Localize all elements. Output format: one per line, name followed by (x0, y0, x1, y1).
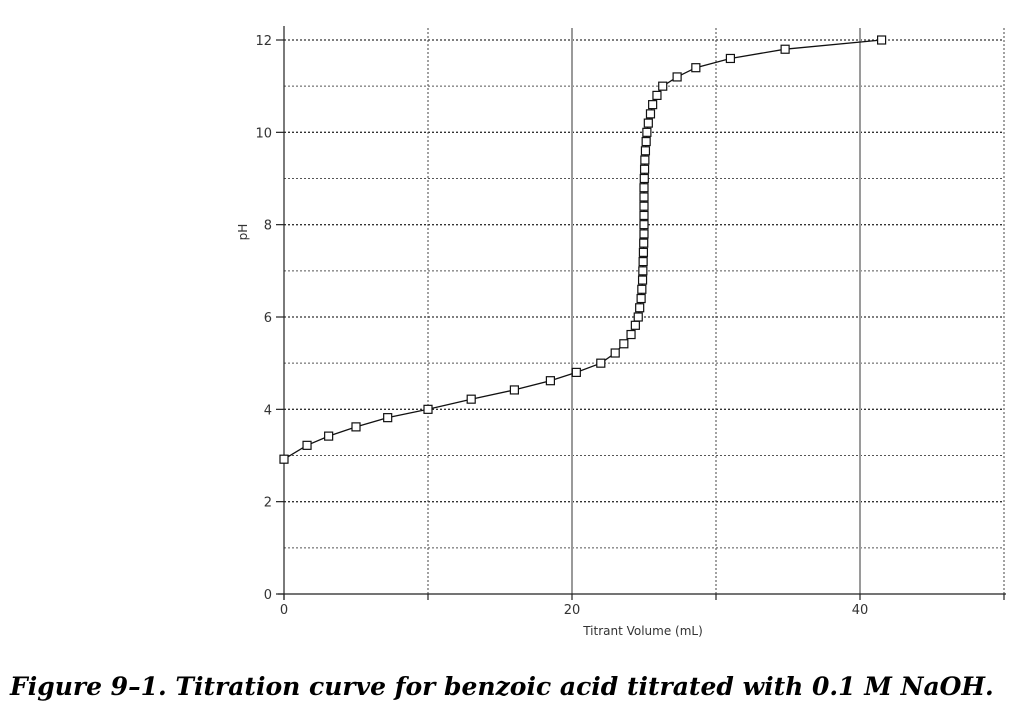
x-tick-label: 0 (280, 603, 288, 618)
data-point (635, 303, 645, 313)
data-point (642, 127, 652, 137)
data-point (640, 146, 651, 156)
data-point (619, 339, 629, 349)
data-point (626, 329, 636, 340)
data-point (637, 275, 648, 285)
data-point (633, 312, 643, 322)
titration-chart: 0 2 4 6 8 10 12 0 20 40 Titrant Volume (mL) pH (236, 26, 1006, 638)
y-tick-label: 12 (255, 34, 272, 49)
data-point (324, 431, 334, 441)
data-point (639, 164, 650, 174)
data-point (672, 72, 682, 82)
y-axis-title: pH (236, 224, 250, 241)
data-point (643, 118, 653, 128)
data-point (545, 376, 556, 386)
data-point (509, 385, 519, 395)
data-point (639, 220, 649, 230)
data-point (648, 100, 658, 110)
data-point (610, 348, 620, 358)
data-point (652, 90, 662, 101)
data-point (571, 367, 581, 377)
series-layer (279, 35, 887, 464)
figure-caption: Figure 9–1. Titration curve for benzoic … (10, 672, 994, 701)
y-tick-label: 4 (264, 403, 272, 418)
data-point (638, 266, 648, 276)
data-point (637, 284, 647, 294)
data-point (691, 63, 701, 73)
data-point (639, 192, 649, 202)
data-point (780, 44, 790, 54)
y-tick-label: 0 (264, 588, 272, 603)
y-tick-label: 10 (255, 126, 272, 141)
data-point (423, 404, 433, 414)
data-point (279, 454, 289, 464)
x-tick-label: 40 (852, 603, 869, 618)
data-point (630, 320, 640, 330)
data-point (636, 293, 646, 304)
data-point (639, 238, 649, 248)
data-point (466, 394, 476, 404)
data-point (639, 173, 649, 184)
data-point (876, 35, 887, 45)
data-point (645, 109, 656, 119)
data-point (302, 440, 312, 450)
data-point (725, 53, 736, 64)
x-tick-label: 20 (564, 603, 581, 618)
data-point (596, 358, 606, 368)
data-point (639, 210, 649, 221)
data-point (641, 136, 651, 147)
tick-labels: 0 2 4 6 8 10 12 0 20 40 (255, 34, 868, 618)
series-line (283, 39, 882, 460)
data-point (639, 229, 649, 239)
y-tick-label: 6 (264, 311, 272, 326)
data-point (638, 247, 649, 257)
data-point (639, 183, 649, 193)
data-point (383, 413, 393, 423)
x-axis-title: Titrant Volume (mL) (582, 624, 703, 638)
y-tick-label: 2 (264, 496, 272, 511)
grid (284, 28, 1005, 594)
data-point (639, 201, 649, 211)
axes (276, 26, 1006, 600)
data-point (351, 422, 361, 432)
data-point (638, 257, 648, 267)
data-point (658, 81, 668, 91)
y-tick-label: 8 (264, 219, 272, 234)
data-point (640, 155, 650, 165)
